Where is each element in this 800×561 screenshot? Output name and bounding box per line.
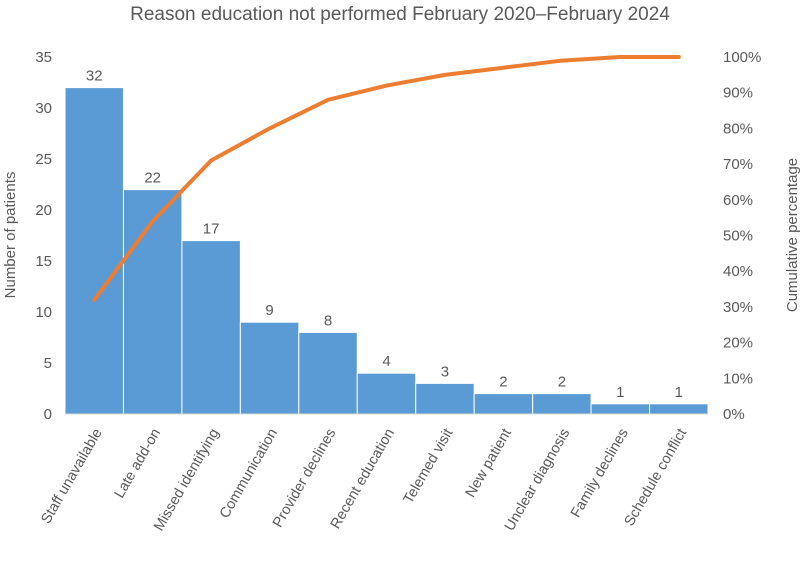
x-tick-label: Late add-on (112, 426, 165, 501)
y-tick-group: 0 5 10 15 20 25 30 35 (35, 49, 52, 423)
y-axis-label: Number of patients (2, 172, 19, 299)
bar (532, 393, 592, 415)
data-label: 8 (324, 312, 332, 329)
y2-tick-label: 60% (723, 192, 753, 209)
y2-tick-group: 0% 10% 20% 30% 40% 50% 60% 70% 80% 90% 100% (723, 49, 761, 423)
x-tick-label: Family declines (568, 426, 632, 521)
data-label: 9 (265, 302, 273, 319)
cumulative-line-group (92, 55, 681, 302)
data-label: 22 (144, 170, 161, 187)
bar (356, 372, 417, 415)
data-label: 2 (558, 374, 566, 391)
y2-tick-label: 0% (723, 406, 745, 423)
y2-tick-label: 100% (723, 49, 761, 66)
y2-tick-label: 20% (723, 335, 753, 352)
y2-tick-label: 90% (723, 85, 753, 102)
x-tick-label: Communication (217, 426, 281, 521)
bar (64, 87, 124, 415)
x-tick-label: New patient (463, 426, 515, 500)
x-tick-label: Schedule conflict (622, 426, 691, 529)
y2-tick-label: 70% (723, 156, 753, 173)
bar (473, 393, 534, 415)
x-tick-label: Provider declines (270, 426, 339, 530)
y-tick-label: 0 (44, 406, 52, 423)
y2-tick-label: 40% (723, 263, 753, 280)
bar (239, 321, 300, 415)
y-tick-label: 35 (35, 49, 52, 66)
y2-tick-label: 80% (723, 120, 753, 137)
bar (181, 240, 241, 415)
bar (415, 382, 475, 415)
bar (122, 189, 183, 415)
data-label: 1 (675, 384, 683, 401)
data-label: 2 (499, 374, 507, 391)
data-label: 3 (441, 363, 449, 380)
y2-axis-label: Cumulative percentage (784, 158, 800, 312)
y-tick-label: 15 (35, 253, 52, 270)
cumulative-line (92, 55, 681, 302)
data-label: 17 (203, 221, 220, 238)
x-tick-label: Unclear diagnosis (502, 426, 573, 534)
y2-tick-label: 50% (723, 228, 753, 245)
x-tick-label: Staff unavailable (38, 426, 105, 527)
y-tick-label: 5 (44, 355, 52, 372)
y-tick-label: 10 (35, 304, 52, 321)
data-label: 4 (382, 353, 390, 370)
data-label: 1 (616, 384, 624, 401)
bar (649, 403, 709, 415)
bar (590, 403, 651, 415)
y-tick-label: 30 (35, 100, 52, 117)
x-tick-label: Missed identifying (151, 426, 222, 534)
data-label: 32 (86, 68, 103, 85)
x-tick-label: Recent education (328, 426, 398, 532)
y-tick-label: 25 (35, 151, 52, 168)
chart-title: Reason education not performed February … (130, 4, 670, 25)
y2-tick-label: 30% (723, 299, 753, 316)
bar (298, 331, 358, 415)
y-tick-label: 20 (35, 202, 52, 219)
x-tick-label: Telemed visit (401, 426, 457, 507)
bar-group (64, 87, 709, 415)
y2-tick-label: 10% (723, 370, 753, 387)
